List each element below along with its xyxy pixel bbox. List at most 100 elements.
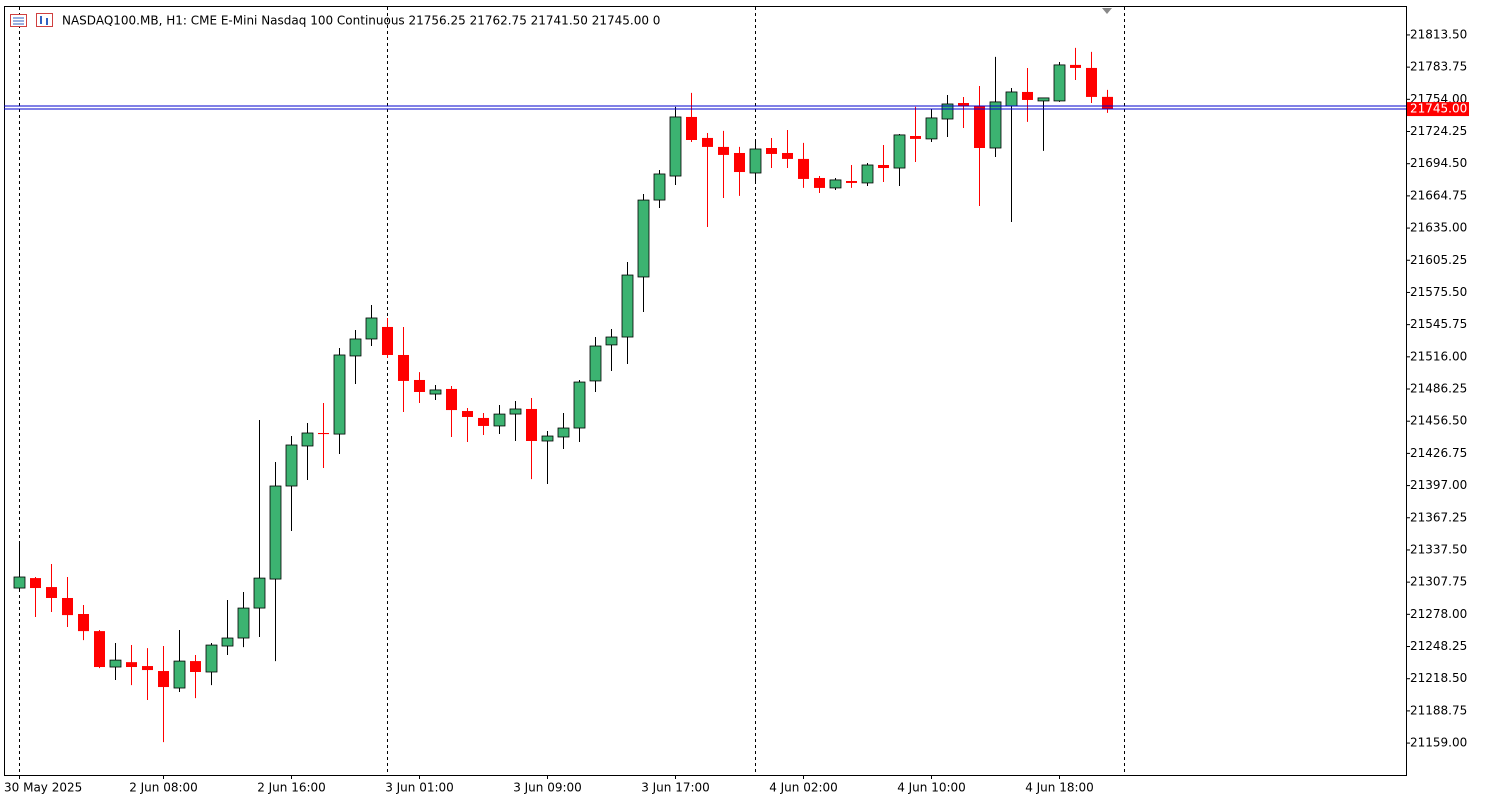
candle-body <box>974 105 985 149</box>
candle-body <box>814 177 825 188</box>
y-tick-label: 21307.75 <box>1410 575 1467 589</box>
x-tick-label: 4 Jun 18:00 <box>1025 781 1094 795</box>
candle-body <box>78 614 89 632</box>
y-tick-label: 21367.25 <box>1410 510 1467 524</box>
candle-body <box>1022 91 1033 100</box>
x-tick-label: 3 Jun 01:00 <box>385 781 454 795</box>
y-tick-label: 21605.25 <box>1410 253 1467 267</box>
y-tick-label: 21575.50 <box>1410 285 1467 299</box>
candle-body <box>718 146 729 155</box>
candle-body <box>637 199 650 278</box>
y-tick-label: 21813.50 <box>1410 27 1467 41</box>
candle-body <box>365 317 378 340</box>
candle-body <box>301 432 314 447</box>
candle-body <box>398 354 409 381</box>
candle-body <box>62 597 73 616</box>
price-tag-label: 21745.00 <box>1410 102 1467 116</box>
candle-body <box>989 101 1002 149</box>
candle-body <box>446 388 457 411</box>
y-tick-label: 21486.25 <box>1410 382 1467 396</box>
candle-body <box>798 158 809 179</box>
candle-body <box>173 660 186 689</box>
candle-body <box>1005 91 1018 107</box>
candle-body <box>526 408 537 442</box>
candle-body <box>669 116 682 177</box>
y-tick-label: 21397.00 <box>1410 478 1467 492</box>
candle-body <box>878 164 889 169</box>
y-tick-label: 21278.00 <box>1410 607 1467 621</box>
x-tick-label: 2 Jun 16:00 <box>257 781 326 795</box>
candle-body <box>941 103 954 120</box>
candle-body <box>30 578 41 589</box>
candle-body <box>126 662 137 668</box>
y-tick-label: 21188.75 <box>1410 703 1467 717</box>
y-tick-label: 21635.00 <box>1410 221 1467 235</box>
candle-body <box>861 164 874 184</box>
candle-body <box>190 661 201 672</box>
candle-body <box>1037 97 1050 102</box>
candle-body <box>1102 96 1113 110</box>
y-tick-label: 21456.50 <box>1410 414 1467 428</box>
y-tick-label: 21248.25 <box>1410 639 1467 653</box>
shift-marker <box>1102 8 1112 14</box>
y-tick-label: 21664.75 <box>1410 188 1467 202</box>
candle-body <box>734 152 745 173</box>
candle-body <box>573 381 586 429</box>
x-tick-label: 4 Jun 10:00 <box>897 781 966 795</box>
y-tick-label: 21337.50 <box>1410 542 1467 556</box>
toolbar-icons[interactable] <box>10 13 53 27</box>
x-tick-label: 3 Jun 17:00 <box>641 781 710 795</box>
candle-body <box>285 444 298 487</box>
candle-body <box>429 389 442 395</box>
x-tick-label: 3 Jun 09:00 <box>513 781 582 795</box>
candle-body <box>766 148 777 154</box>
candle-body <box>541 435 554 442</box>
chart-title: NASDAQ100.MB, H1: CME E-Mini Nasdaq 100 … <box>62 14 660 28</box>
candle-body <box>478 417 489 426</box>
candle-body <box>605 336 618 346</box>
candle-body <box>109 659 122 668</box>
y-tick-label: 21159.00 <box>1410 736 1467 750</box>
period-separators <box>19 7 1125 775</box>
candle-body <box>509 408 522 415</box>
price-tag <box>1407 102 1469 117</box>
y-tick-label: 21516.00 <box>1410 349 1467 363</box>
candle-body <box>1086 67 1097 97</box>
candle-body <box>653 173 666 201</box>
icon[interactable] <box>36 13 53 27</box>
candle-body <box>1053 64 1066 102</box>
candle-body <box>782 152 793 159</box>
candle-body <box>253 577 266 609</box>
candle-body <box>829 179 842 189</box>
candle-body <box>142 666 153 671</box>
candle-body <box>46 587 57 598</box>
y-tick-label: 21783.75 <box>1410 60 1467 74</box>
y-tick-label: 21545.75 <box>1410 317 1467 331</box>
candle-body <box>621 274 634 338</box>
candle-body <box>702 137 713 147</box>
candle-body <box>318 432 329 435</box>
candle-body <box>13 576 26 589</box>
x-tick-label: 30 May 2025 <box>4 781 82 795</box>
candle-body <box>333 354 346 435</box>
candle-body <box>462 411 473 417</box>
candle-body <box>958 102 969 106</box>
candle-body <box>910 135 921 139</box>
candle-body <box>893 134 906 169</box>
candle-body <box>269 485 282 580</box>
plot-frame <box>4 6 1407 776</box>
candle-body <box>493 413 506 427</box>
y-tick-label: 21694.50 <box>1410 156 1467 170</box>
candle-body <box>221 637 234 647</box>
candle-body <box>237 607 250 639</box>
candle-body <box>94 631 105 668</box>
candle-body <box>557 427 570 438</box>
y-tick-label: 21426.75 <box>1410 446 1467 460</box>
x-tick-label: 4 Jun 02:00 <box>769 781 838 795</box>
candle-body <box>205 644 218 673</box>
x-tick-label: 2 Jun 08:00 <box>129 781 198 795</box>
candle-body <box>158 671 169 688</box>
candle-body <box>749 148 762 174</box>
candle-body <box>589 345 602 382</box>
